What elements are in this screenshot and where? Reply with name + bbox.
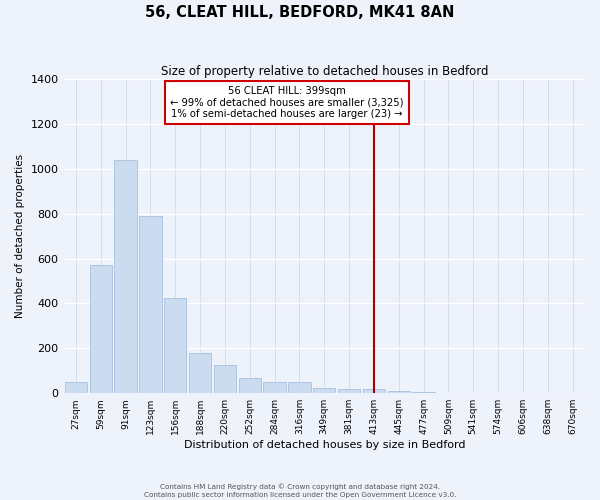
Title: Size of property relative to detached houses in Bedford: Size of property relative to detached ho… bbox=[161, 65, 488, 78]
Bar bbox=[338, 389, 360, 393]
Bar bbox=[89, 266, 112, 393]
Text: 56 CLEAT HILL: 399sqm
← 99% of detached houses are smaller (3,325)
1% of semi-de: 56 CLEAT HILL: 399sqm ← 99% of detached … bbox=[170, 86, 404, 119]
Bar bbox=[214, 365, 236, 393]
Y-axis label: Number of detached properties: Number of detached properties bbox=[15, 154, 25, 318]
Bar bbox=[288, 382, 311, 393]
Bar bbox=[263, 382, 286, 393]
Bar bbox=[115, 160, 137, 393]
Text: 56, CLEAT HILL, BEDFORD, MK41 8AN: 56, CLEAT HILL, BEDFORD, MK41 8AN bbox=[145, 5, 455, 20]
Bar bbox=[164, 298, 187, 393]
Bar bbox=[139, 216, 161, 393]
Text: Contains HM Land Registry data © Crown copyright and database right 2024.
Contai: Contains HM Land Registry data © Crown c… bbox=[144, 484, 456, 498]
Bar bbox=[239, 378, 261, 393]
Bar bbox=[363, 388, 385, 393]
Bar bbox=[65, 382, 87, 393]
Bar bbox=[313, 388, 335, 393]
Bar bbox=[412, 392, 435, 393]
Bar bbox=[189, 354, 211, 393]
X-axis label: Distribution of detached houses by size in Bedford: Distribution of detached houses by size … bbox=[184, 440, 465, 450]
Bar bbox=[388, 392, 410, 393]
Bar bbox=[437, 392, 460, 393]
